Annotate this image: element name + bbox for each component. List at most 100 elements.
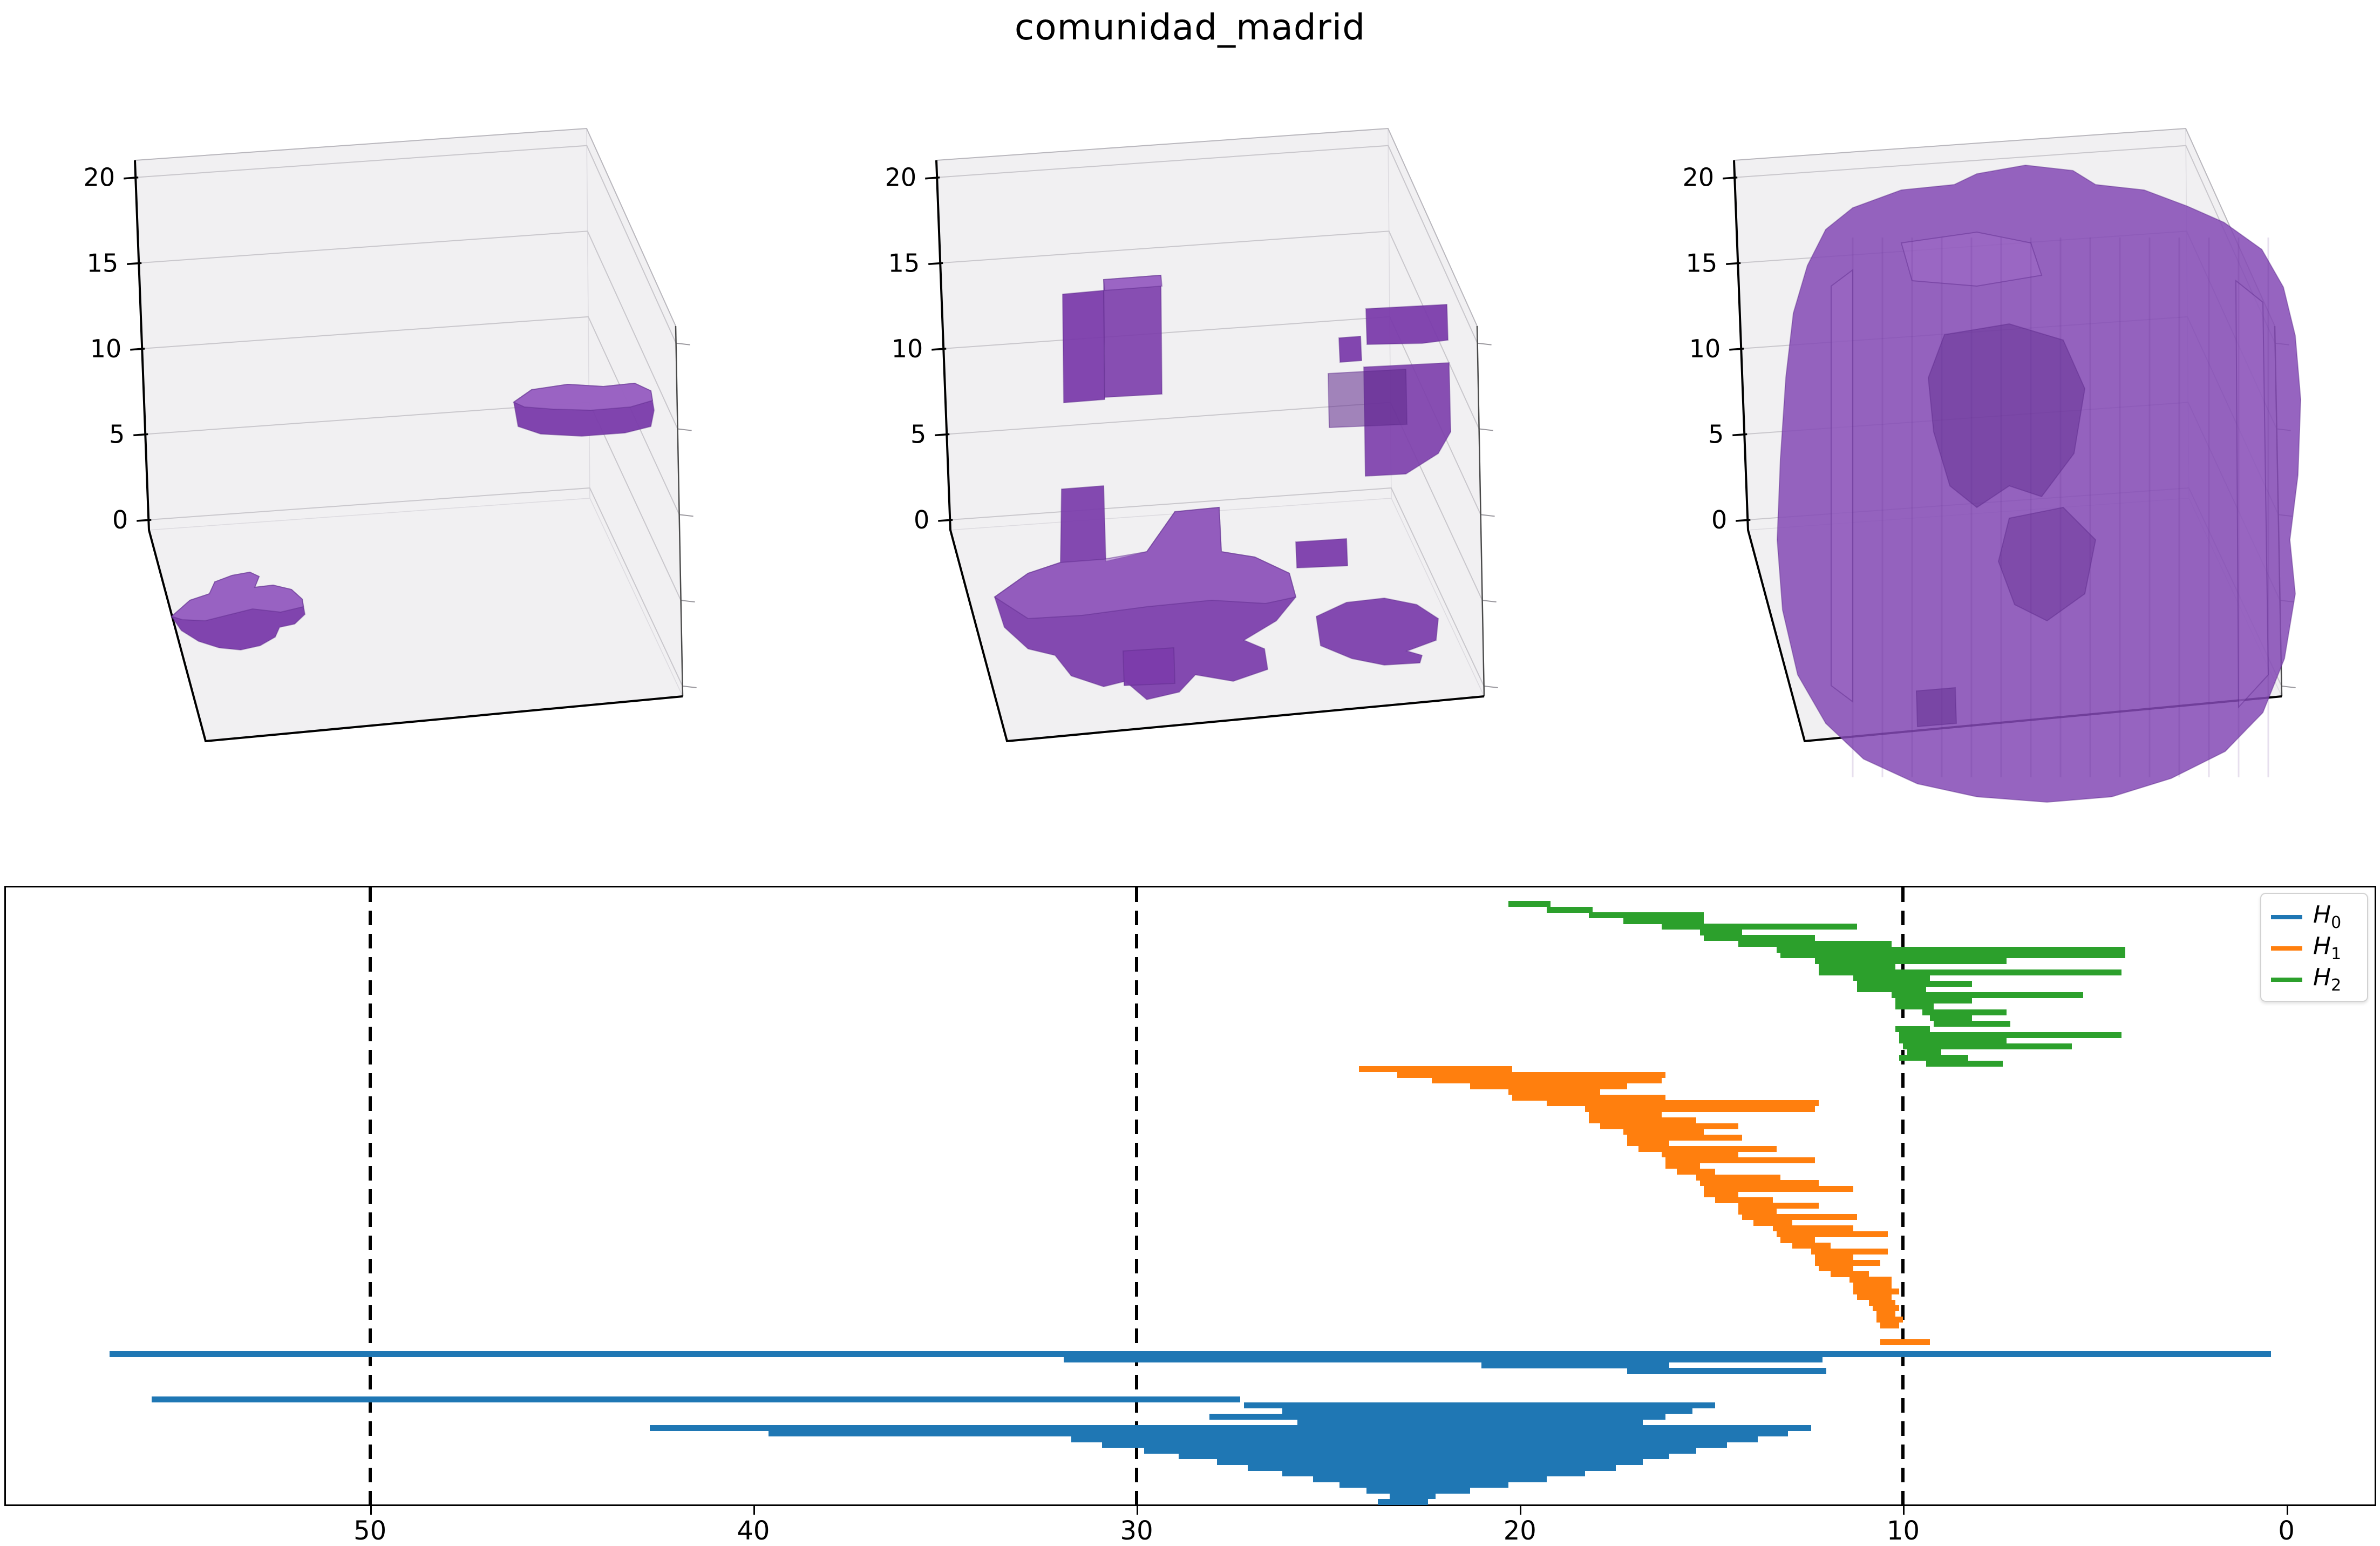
barcode-bar-h1 [1704, 1191, 1739, 1198]
barcode-bar-h1 [1665, 1163, 1701, 1169]
barcode-bar-h1 [1677, 1168, 1716, 1175]
z-axis-tick-label: 15 [888, 248, 920, 277]
barcode-bar-h0 [1297, 1419, 1643, 1426]
barcode-bar-h1 [1358, 1066, 1513, 1073]
barcode-bar-h1 [1742, 1214, 1858, 1220]
barcode-bar-h2 [1922, 1009, 2007, 1015]
barcode-bar-h2 [1903, 1043, 2072, 1049]
voxel-blob [1103, 274, 1163, 398]
barcode-bar-h1 [1819, 1265, 1854, 1272]
barcode-bar-h1 [1704, 1185, 1854, 1192]
barcode-bar-h2 [1623, 918, 1704, 924]
barcode-bar-h1 [1872, 1305, 1900, 1312]
barcode-bar-h0 [1389, 1493, 1436, 1500]
barcode-bar-h1 [1696, 1174, 1781, 1181]
voxel-blob [2235, 279, 2269, 709]
voxel-blob [1927, 323, 2086, 508]
dashed-guide-line-x50 [368, 887, 372, 1504]
barcode-bar-h0 [650, 1425, 1811, 1431]
x-axis-tick-mark [2286, 1506, 2288, 1515]
barcode-bar-h1 [1876, 1311, 1896, 1317]
legend-label: H1 [2313, 932, 2342, 964]
barcode-bar-h2 [1662, 924, 1858, 930]
barcode-bar-h1 [1470, 1083, 1628, 1089]
barcode-bar-h2 [1819, 964, 1896, 970]
barcode-bar-h2 [1926, 1060, 2003, 1067]
voxel-blob [1776, 164, 2302, 803]
z-axis-tick-label: 5 [109, 419, 125, 449]
x-axis-tick-mark [1903, 1506, 1905, 1515]
barcode-bar-h2 [1508, 901, 1551, 907]
legend-item-h2: H2 [2271, 964, 2357, 995]
barcode-bar-h2 [1780, 952, 2126, 959]
barcode-bar-h2 [1815, 958, 2007, 964]
barcode-bar-h0 [769, 1430, 1789, 1437]
x-axis-tick-label: 10 [1886, 1516, 1920, 1546]
barcode-bar-h2 [1895, 1003, 1934, 1009]
z-axis-tick-label: 20 [885, 163, 917, 192]
barcode-bar-h1 [1830, 1271, 1869, 1277]
dashed-guide-line-x30 [1135, 887, 1139, 1504]
voxel-blob [1338, 335, 1363, 363]
barcode-bar-h0 [1064, 1357, 1823, 1363]
barcode-bar-h1 [1397, 1072, 1666, 1078]
voxel-blob [1997, 506, 2097, 622]
barcode-bar-h2 [1899, 1054, 1969, 1061]
voxel-blob [1327, 368, 1408, 429]
barcode-bar-h2 [1934, 1020, 2011, 1027]
z-axis-tick-label: 15 [87, 248, 119, 277]
barcode-bar-h2 [1738, 940, 1892, 947]
barcode-bar-h1 [1811, 1248, 1888, 1255]
voxel-blob [1103, 274, 1163, 291]
barcode-bar-h1 [1589, 1111, 1662, 1118]
barcode-bar-h0 [1209, 1413, 1666, 1420]
barcode-bar-h1 [1589, 1117, 1696, 1123]
barcode-bar-h1 [1627, 1140, 1670, 1147]
x-axis-tick-mark [370, 1506, 372, 1515]
z-axis-tick-label: 0 [914, 505, 929, 534]
legend: H0 H1 H2 [2260, 893, 2368, 1002]
barcode-bar-h0 [1282, 1408, 1692, 1414]
x-axis-tick-mark [1137, 1506, 1139, 1515]
voxel-blob [1900, 231, 2043, 287]
barcode-bar-h1 [1431, 1077, 1662, 1084]
barcode-bar-h1 [1700, 1180, 1819, 1186]
barcode-bar-h1 [1815, 1259, 1880, 1266]
barcode-bar-h1 [1585, 1106, 1815, 1112]
barcode-bar-h0 [1243, 1402, 1716, 1408]
barcode-bar-h2 [1589, 912, 1704, 919]
voxel-blob [1062, 289, 1106, 404]
z-axis-tick-label: 5 [1708, 419, 1724, 449]
legend-line-sample [2271, 978, 2302, 982]
z-axis-tick-label: 10 [1689, 334, 1721, 363]
voxel-blob [1315, 597, 1439, 666]
barcode-bar-h2 [1777, 946, 2126, 953]
barcode-bar-h2 [1853, 975, 1930, 981]
x-axis-tick-label: 50 [353, 1516, 387, 1546]
barcode-bar-h1 [1880, 1339, 1930, 1346]
barcode-bar-h0 [1248, 1464, 1616, 1471]
barcode-bar-h1 [1853, 1288, 1900, 1294]
barcode-bar-h1 [1738, 1208, 1777, 1215]
barcode-bar-h1 [1512, 1094, 1666, 1101]
barcode-bar-h1 [1772, 1225, 1854, 1232]
voxel-plot-mid-threshold: 20 15 10 5 0 [885, 127, 1498, 743]
legend-line-sample [2271, 946, 2302, 951]
barcode-bar-h1 [1777, 1231, 1888, 1237]
barcode-bar-h2 [1930, 1015, 1973, 1021]
barcode-bar-h1 [1876, 1317, 1903, 1323]
x-axis-tick-mark [1520, 1506, 1522, 1515]
voxel-blob [1122, 647, 1176, 687]
barcode-bar-h2 [1895, 998, 1973, 1004]
voxel-blob [994, 506, 1297, 620]
legend-label: H2 [2313, 964, 2342, 995]
voxel-blob [1915, 687, 1957, 728]
barcode-bar-h1 [1880, 1322, 1900, 1328]
barcode-bar-h1 [1715, 1197, 1773, 1203]
z-axis-tick-label: 20 [1683, 163, 1715, 192]
voxel-blob-group [994, 274, 1452, 701]
voxel-blob [1365, 303, 1449, 345]
barcode-bar-h1 [1665, 1157, 1815, 1163]
barcode-bar-h1 [1753, 1219, 1792, 1226]
